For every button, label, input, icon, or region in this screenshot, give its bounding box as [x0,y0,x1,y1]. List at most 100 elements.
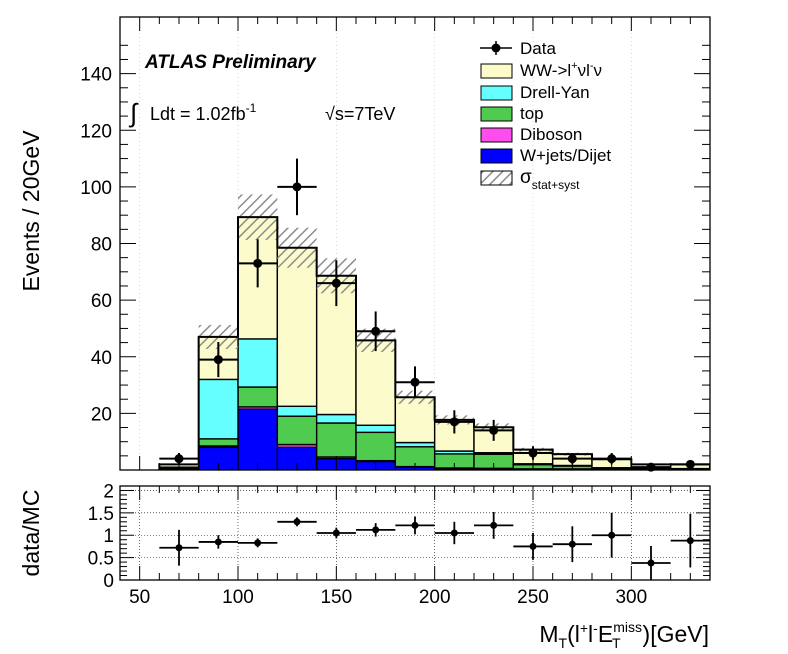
legend-label-diboson: Diboson [520,125,582,144]
ratio-point-5 [356,523,396,537]
ratio-marker-0 [175,544,183,552]
ratio-point-8 [474,511,514,539]
legend-label-top: top [520,104,544,123]
bar-w-jets-dijet-2 [237,408,279,470]
ratio-point-11 [592,512,632,558]
data-marker-9 [528,448,538,458]
legend-swatch-top [480,106,513,122]
legend-label-drellyan: Drell-Yan [520,83,590,102]
data-marker-7 [449,417,459,427]
ratio-xtick-label-2: 150 [320,587,352,608]
main-ytick-label-2: 60 [91,291,112,312]
xlabel-l2: l [588,621,593,647]
data-marker-8 [489,425,499,435]
ratio-point-2 [238,538,278,548]
data-point-2 [238,239,278,288]
legend-label-uncertainty: σstat+syst [520,167,580,192]
ratio-marker-3 [293,518,301,526]
ratio-ytick-label-1: 0.5 [88,549,114,570]
main-ytick-label-5: 120 [80,121,112,142]
main-ytick-label-0: 20 [91,404,112,425]
ratio-point-1 [198,535,238,549]
xlabel-e-sup: miss [613,619,642,635]
legend-swatch-wjets [480,148,513,164]
legend-swatch-ww [480,63,513,79]
legend-ww-main: WW->l [520,61,571,80]
xlabel-m-sub: T [559,635,568,651]
ratio-ytick-label-4: 2 [103,481,114,502]
lumi-label: Ldt = 1.02fb-1 [150,101,257,124]
bar-top-5 [355,431,397,462]
data-marker-4 [331,278,341,288]
bar-ww-l-vl-v-5 [355,339,397,426]
ratio-marker-6 [411,521,419,529]
data-marker-1 [213,355,223,365]
data-point-10 [552,453,592,465]
legend-swatch-diboson [480,127,513,143]
data-point-8 [474,419,514,441]
ratio-marker-1 [214,538,222,546]
integral-symbol: ∫ [128,98,139,128]
legend-ww-mid: νl [578,61,590,80]
ratio-ytick-label-3: 1.5 [88,504,114,525]
main-ytick-label-6: 140 [80,65,112,86]
ratio-y-axis-label: data/MC [18,490,44,577]
main-ytick-label-1: 40 [91,348,112,369]
ratio-marker-10 [568,540,576,548]
bar-drell-yan-3 [276,405,318,417]
main-y-ticks: 20 40 60 80 100 120 140 [80,44,710,471]
xlabel-paren: (l [567,621,580,647]
main-ytick-label-4: 100 [80,178,112,199]
legend-data-entry: Data [480,39,556,58]
bar-top-4 [315,422,357,458]
main-x-ticks [119,17,711,470]
data-marker-0 [174,454,184,464]
y-axis-label: Events / 20GeV [18,130,44,292]
main-ytick-label-3: 80 [91,235,112,256]
ratio-ytick-label-0: 0 [103,571,114,592]
ratio-point-10 [552,526,592,563]
bar-drell-yan-1 [197,378,239,440]
ratio-ytick-label-2: 1 [103,526,114,547]
data-point-1 [198,342,238,378]
legend-swatch-drellyan [480,85,513,101]
ratio-xtick-label-4: 250 [517,587,549,608]
ratio-x-ticks: 50 100 150 200 250 300 [119,486,711,608]
ratio-marker-9 [529,542,537,550]
ratio-xtick-label-0: 50 [129,587,150,608]
lumi-sup: -1 [246,101,257,115]
ratio-marker-2 [254,539,262,547]
data-point-7 [434,410,474,434]
bar-drell-yan-4 [315,413,357,424]
legend: Data WW->l+νl-ν Drell-Yan top Diboson W+… [480,39,611,192]
stacked-histograms [158,216,710,470]
ratio-point-4 [316,527,356,539]
data-marker-5 [371,326,381,336]
legend-swatch-uncertainty [480,170,513,186]
xlabel-unit: )[GeV] [643,621,709,647]
data-point-5 [356,311,396,352]
xlabel-sup2: - [593,620,598,636]
ratio-marker-8 [490,521,498,529]
data-point-11 [592,453,632,465]
ratio-xtick-label-5: 300 [615,587,647,608]
data-marker-11 [607,454,617,464]
data-point-6 [395,366,435,399]
legend-ww-sup1: + [571,60,577,72]
xlabel-e: E [598,621,613,647]
xlabel-sup1: + [580,620,588,636]
data-point-4 [316,260,356,307]
ratio-marker-13 [686,537,694,545]
ratio-panel: 00.511.52 50 100 150 200 250 300 data/MC [18,481,711,608]
energy-label: √s=7TeV [325,104,395,124]
ratio-marker-5 [372,526,380,534]
ratio-xtick-label-1: 100 [222,587,254,608]
bar-ww-l-vl-v-6 [394,396,436,444]
legend-label-ww: WW->l+νl-ν [520,60,602,80]
bar-ww-l-vl-v-3 [276,247,318,407]
experiment-label: ATLAS Preliminary [144,52,317,73]
legend-ww-tail: ν [594,61,603,80]
ratio-marker-11 [608,531,616,539]
data-marker-10 [567,454,577,464]
ratio-marker-7 [450,529,458,537]
